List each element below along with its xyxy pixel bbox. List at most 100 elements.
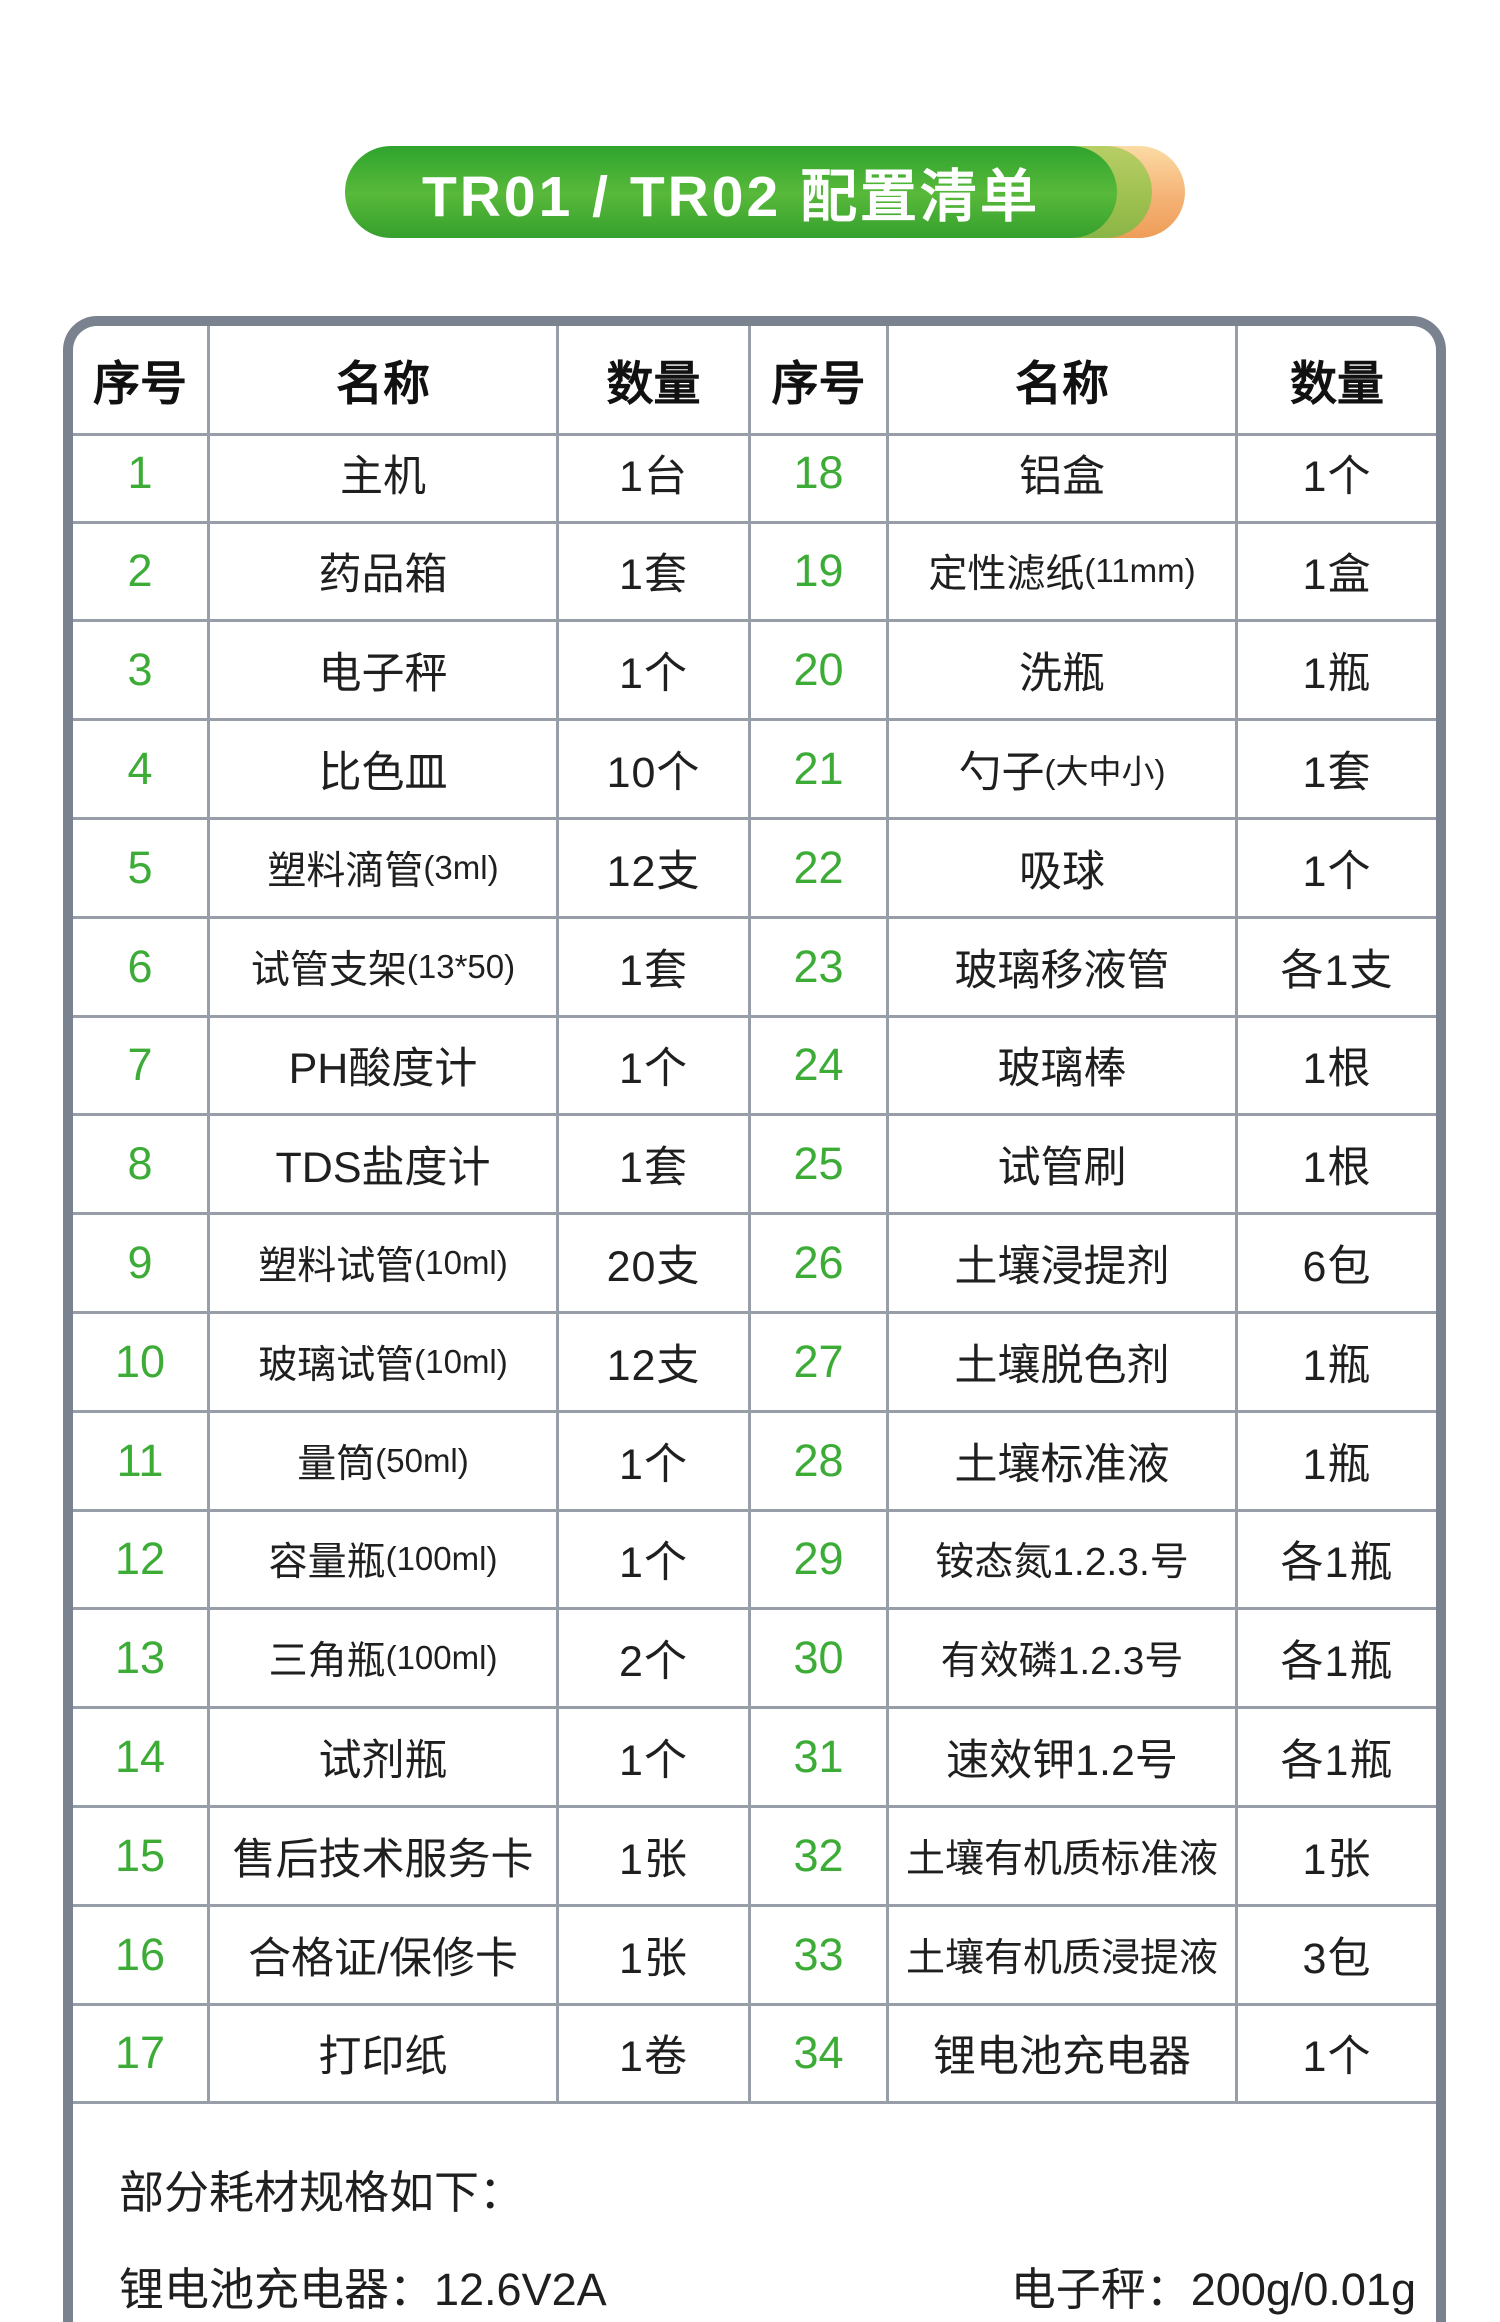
column-header-qty-right: 数量 [1238,326,1436,436]
item-number: 31 [751,1709,889,1808]
item-quantity: 1根 [1238,1018,1436,1117]
item-quantity: 1套 [1238,721,1436,820]
item-name: 三角瓶 (100ml) [210,1610,559,1710]
item-name: 铵态氮1.2.3.号 [889,1511,1238,1611]
item-number: 28 [751,1412,889,1512]
item-quantity: 1个 [1238,425,1436,524]
item-quantity: 10个 [559,721,751,820]
item-number: 6 [73,918,210,1018]
item-number: 12 [73,1511,210,1611]
item-quantity: 1台 [559,424,751,524]
item-quantity: 12支 [559,1313,751,1413]
item-number: 17 [73,2005,210,2105]
item-quantity: 1张 [559,1807,751,1907]
item-name: 试剂瓶 [210,1709,559,1808]
item-number: 34 [751,2005,889,2105]
item-number: 30 [751,1610,889,1710]
item-name: 电子秤 [210,622,559,722]
item-number: 29 [751,1511,889,1611]
item-quantity: 1根 [1238,1116,1436,1216]
item-quantity: 1个 [1238,2006,1436,2105]
charger-spec: 锂电池充电器：12.6V2A [119,2264,607,2316]
item-quantity: 3包 [1238,1907,1436,2006]
banner-pill-green: TR01 / TR02 配置清单 [345,146,1117,238]
item-number: 2 [73,523,210,623]
item-quantity: 1卷 [559,2005,751,2105]
item-name: 塑料试管 (10ml) [210,1215,559,1314]
item-number: 26 [751,1215,889,1314]
item-quantity: 2个 [559,1610,751,1710]
item-name: 主机 [210,424,559,524]
column-header-qty-left: 数量 [559,326,751,436]
item-quantity: 1个 [1238,820,1436,919]
item-quantity: 20支 [559,1215,751,1314]
item-name: 土壤脱色剂 [889,1313,1238,1413]
item-name: 玻璃试管 (10ml) [210,1313,559,1413]
item-quantity: 1个 [559,1412,751,1512]
item-name: 铝盒 [889,424,1238,524]
item-number: 11 [73,1412,210,1512]
item-quantity: 1张 [559,1906,751,2006]
column-header-index-left: 序号 [73,326,210,436]
item-name: 量筒 (50ml) [210,1412,559,1512]
item-name: 玻璃移液管 [889,918,1238,1018]
item-name: 吸球 [889,819,1238,919]
item-quantity: 1个 [559,1017,751,1117]
column-header-name-left: 名称 [210,326,559,436]
item-number: 19 [751,523,889,623]
item-name: 定性滤纸 (11mm) [889,523,1238,623]
item-number: 8 [73,1116,210,1216]
item-quantity: 1瓶 [1238,622,1436,722]
item-name: 洗瓶 [889,622,1238,722]
item-name: 勺子 (大中小) [889,721,1238,820]
item-number: 1 [73,424,210,524]
item-number: 5 [73,819,210,919]
item-number: 7 [73,1017,210,1117]
item-number: 14 [73,1709,210,1808]
item-name: 有效磷1.2.3号 [889,1610,1238,1710]
item-quantity: 各1支 [1238,919,1436,1018]
item-number: 9 [73,1215,210,1314]
item-name: 试管支架 (13*50) [210,918,559,1018]
item-name: 土壤有机质标准液 [889,1807,1238,1907]
config-grid: 序号 名称 数量 序号 名称 数量 1 主机 1台 18 铝盒 1个 2 药品箱 1套 19 定性滤… [73,326,1436,2105]
item-quantity: 1张 [1238,1808,1436,1907]
item-number: 15 [73,1807,210,1907]
item-name: TDS盐度计 [210,1116,559,1216]
item-name: 打印纸 [210,2005,559,2105]
item-quantity: 1盒 [1238,524,1436,623]
item-number: 21 [751,721,889,820]
item-number: 33 [751,1906,889,2006]
item-quantity: 1个 [559,622,751,722]
item-name: 玻璃棒 [889,1017,1238,1117]
item-number: 18 [751,424,889,524]
item-name: 塑料滴管 (3ml) [210,819,559,919]
item-quantity: 12支 [559,819,751,919]
item-quantity: 各1瓶 [1238,1610,1436,1710]
item-number: 27 [751,1313,889,1413]
scale-spec: 电子秤：200g/0.01g [1010,2264,1416,2316]
banner: TR01 / TR02 配置清单 [0,0,1500,320]
item-name: 售后技术服务卡 [210,1807,559,1907]
item-name: 土壤标准液 [889,1412,1238,1512]
item-quantity: 1瓶 [1238,1413,1436,1512]
item-number: 16 [73,1906,210,2006]
item-quantity: 1套 [559,523,751,623]
item-quantity: 1个 [559,1511,751,1611]
item-number: 4 [73,721,210,820]
item-number: 13 [73,1610,210,1710]
item-name: 土壤浸提剂 [889,1215,1238,1314]
item-name: 容量瓶 (100ml) [210,1511,559,1611]
item-number: 24 [751,1017,889,1117]
item-quantity: 1瓶 [1238,1314,1436,1413]
item-name: 合格证/保修卡 [210,1906,559,2006]
item-number: 10 [73,1313,210,1413]
consumables-note-title: 部分耗材规格如下： [119,2167,525,2219]
item-number: 3 [73,622,210,722]
item-name: 土壤有机质浸提液 [889,1906,1238,2006]
config-table: 序号 名称 数量 序号 名称 数量 1 主机 1台 18 铝盒 1个 2 药品箱 1套 19 定性滤… [63,316,1446,2322]
item-name: 试管刷 [889,1116,1238,1216]
item-number: 25 [751,1116,889,1216]
column-header-name-right: 名称 [889,326,1238,436]
page-title: TR01 / TR02 配置清单 [421,165,1041,229]
